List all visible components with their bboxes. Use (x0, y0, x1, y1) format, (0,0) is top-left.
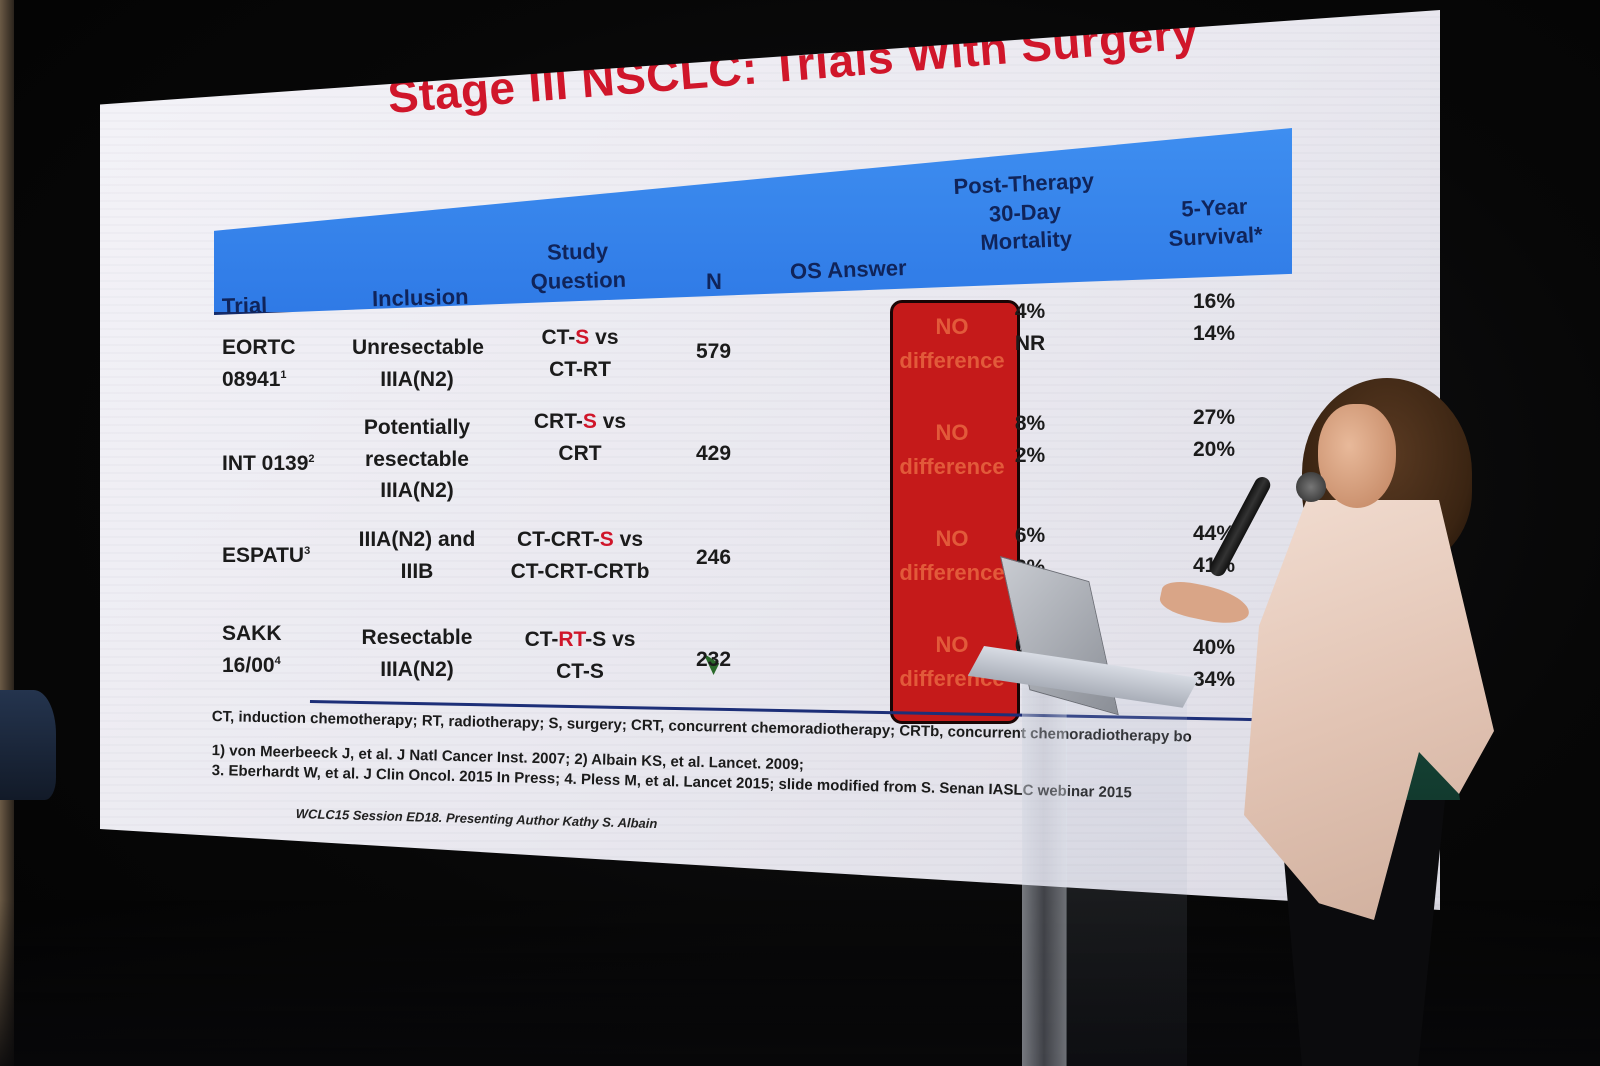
row-4-trial: SAKK 16/004 (222, 622, 282, 677)
row-3-n: 246 (696, 546, 732, 569)
header-inclusion: Inclusion (371, 283, 469, 312)
row-4-study-question: CT-RT-S vs CT-S (524, 628, 636, 683)
audience-member-edge (0, 690, 56, 800)
header-os-answer: OS Answer (789, 254, 907, 285)
header-study-question: Study Question (530, 238, 627, 294)
row-1-survival: 16% 14% (1192, 290, 1236, 345)
row-1-mortality: 4% NR (1014, 300, 1046, 355)
header-survival: 5-Year Survival* (1167, 193, 1264, 251)
row-2-survival: 27% 20% (1192, 406, 1236, 461)
header-n: N (706, 269, 722, 294)
speaker-face (1318, 404, 1396, 508)
row-1-study-question: CT-S vs CT-RT (541, 326, 619, 381)
podium-stand (1022, 668, 1066, 1066)
header-mortality: Post-Therapy 30-Day Mortality (952, 167, 1095, 256)
row-4-n: 232 (696, 648, 732, 671)
row-1-n: 579 (696, 340, 732, 363)
row-4-inclusion: Resectable IIIA(N2) (361, 626, 473, 681)
projection-screen: Stage III NSCLC: Trials With Surgery Tri… (100, 10, 1440, 910)
row-1-inclusion: Unresectable IIIA(N2) (352, 336, 484, 391)
row-1-os-answer: NO difference (899, 314, 1005, 374)
row-2-trial: INT 01392 (222, 452, 315, 475)
microphone-head (1296, 472, 1326, 502)
podium-glass-panel (1066, 690, 1187, 1066)
session-credit: WCLC15 Session ED18. Presenting Author K… (295, 806, 658, 832)
row-2-study-question: CRT-S vs CRT (533, 410, 627, 465)
row-4-survival: 40% 34% (1192, 636, 1236, 691)
row-2-mortality: 8% 2% (1014, 412, 1046, 467)
row-2-os-answer: NO difference (899, 420, 1005, 480)
row-1-trial: EORTC 089411 (222, 336, 296, 391)
row-3-inclusion: IIIA(N2) and IIIB (358, 528, 476, 583)
header-trial: Trial (221, 292, 268, 319)
row-3-study-question: CT-CRT-S vs CT-CRT-CRTb (510, 528, 650, 583)
row-2-inclusion: Potentially resectable IIIA(N2) (363, 416, 471, 502)
row-3-os-answer: NO difference (899, 526, 1005, 586)
row-2-n: 429 (696, 442, 732, 465)
row-3-trial: ESPATU3 (222, 544, 311, 567)
